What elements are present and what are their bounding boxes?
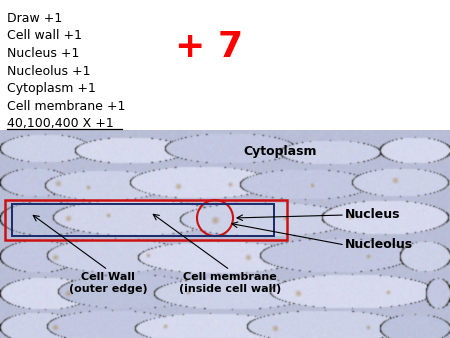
Text: Cell Wall
(outer edge): Cell Wall (outer edge)	[69, 272, 147, 294]
Text: Cytoplasm: Cytoplasm	[243, 145, 317, 158]
Text: Nucleolus: Nucleolus	[345, 239, 413, 251]
Text: Nucleus +1: Nucleus +1	[7, 47, 79, 60]
Text: Nucleolus +1: Nucleolus +1	[7, 65, 90, 77]
Bar	[12, 204, 274, 236]
Text: + 7: + 7	[175, 30, 243, 64]
Text: Cell membrane
(inside cell wall): Cell membrane (inside cell wall)	[179, 272, 281, 294]
Bar	[0, 0, 450, 130]
Text: Draw +1: Draw +1	[7, 12, 62, 25]
Text: Cell membrane +1: Cell membrane +1	[7, 100, 125, 113]
Text: Nucleus: Nucleus	[345, 209, 401, 221]
Text: 40,100,400 X +1: 40,100,400 X +1	[7, 117, 113, 130]
Text: Cell wall +1: Cell wall +1	[7, 29, 82, 42]
Text: Cytoplasm +1: Cytoplasm +1	[7, 82, 95, 95]
Bar	[5, 200, 287, 240]
